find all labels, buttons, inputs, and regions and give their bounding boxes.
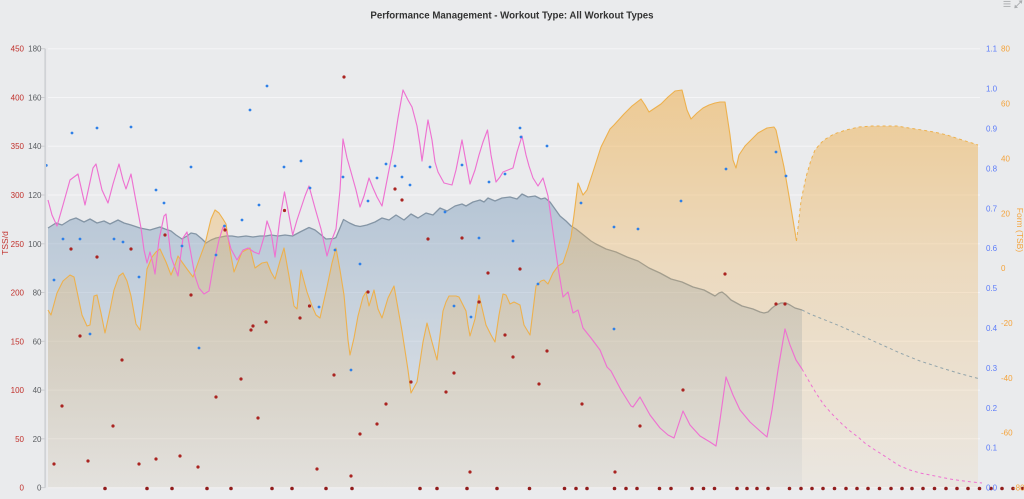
svg-text:40: 40 (33, 386, 42, 395)
svg-text:80: 80 (33, 289, 42, 298)
svg-text:-40: -40 (1001, 374, 1013, 383)
svg-text:0: 0 (37, 484, 42, 493)
svg-text:1.1: 1.1 (986, 45, 998, 54)
svg-text:60: 60 (1001, 100, 1010, 109)
svg-text:250: 250 (11, 240, 25, 249)
svg-text:140: 140 (28, 142, 42, 151)
svg-text:0.8: 0.8 (986, 164, 998, 173)
svg-text:180: 180 (28, 45, 42, 54)
svg-text:0.6: 0.6 (986, 244, 998, 253)
svg-text:350: 350 (11, 142, 25, 151)
svg-text:0.0: 0.0 (986, 484, 998, 493)
svg-text:0: 0 (20, 484, 25, 493)
svg-text:400: 400 (11, 94, 25, 103)
svg-text:TSS/d: TSS/d (0, 231, 10, 255)
svg-text:-60: -60 (1001, 429, 1013, 438)
svg-text:20: 20 (1001, 209, 1010, 218)
svg-text:0.7: 0.7 (986, 204, 998, 213)
svg-text:0.4: 0.4 (986, 324, 998, 333)
svg-text:150: 150 (11, 337, 25, 346)
svg-text:40: 40 (1001, 154, 1010, 163)
svg-text:120: 120 (28, 191, 42, 200)
svg-text:50: 50 (15, 435, 24, 444)
svg-text:300: 300 (11, 191, 25, 200)
svg-text:80: 80 (1001, 45, 1010, 54)
svg-text:0: 0 (1001, 264, 1006, 273)
svg-text:1.0: 1.0 (986, 85, 998, 94)
svg-text:0.9: 0.9 (986, 125, 998, 134)
svg-text:0.3: 0.3 (986, 364, 998, 373)
svg-text:Performance Management - Worko: Performance Management - Workout Type: A… (370, 11, 653, 22)
svg-text:-20: -20 (1001, 319, 1013, 328)
svg-text:0.2: 0.2 (986, 404, 998, 413)
svg-text:Form (TSB): Form (TSB) (1015, 208, 1024, 253)
svg-text:20: 20 (33, 435, 42, 444)
svg-text:-80: -80 (1013, 484, 1024, 493)
svg-text:100: 100 (28, 240, 42, 249)
svg-text:60: 60 (33, 337, 42, 346)
svg-text:450: 450 (11, 45, 25, 54)
svg-text:0.1: 0.1 (986, 444, 998, 453)
svg-text:100: 100 (11, 386, 25, 395)
svg-text:160: 160 (28, 94, 42, 103)
svg-text:200: 200 (11, 289, 25, 298)
svg-text:0.5: 0.5 (986, 284, 998, 293)
